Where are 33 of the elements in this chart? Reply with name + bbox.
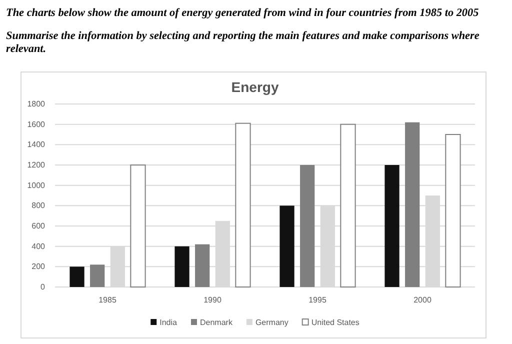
y-tick-label: 1800 (27, 100, 46, 109)
x-tick-label: 2000 (414, 296, 432, 305)
y-tick-label: 1000 (27, 180, 46, 190)
x-tick-label: 1985 (98, 296, 117, 305)
text: The charts below show the amount of energy generated from wind in four countries from 1985 to 2005 (6, 7, 480, 19)
legend-label: India (160, 318, 178, 327)
bar (445, 134, 461, 288)
y-tick-label: 1200 (27, 160, 46, 170)
y-tick-label: 600 (32, 222, 46, 231)
x-tick-label: 1995 (308, 296, 327, 305)
bar (130, 164, 146, 288)
bar (90, 264, 105, 287)
bar (235, 122, 251, 288)
bar (70, 266, 84, 287)
y-tick-label: 1600 (27, 120, 46, 129)
bar (174, 246, 190, 287)
y-tick-label: 1400 (27, 140, 46, 150)
bar (280, 206, 294, 287)
bar (195, 244, 210, 287)
y-tick-label: 400 (32, 242, 46, 251)
y-tick-label: 800 (32, 201, 46, 210)
x-tick-label: 1990 (204, 296, 222, 305)
chart-title: Energy (231, 79, 279, 95)
bar (405, 122, 420, 287)
y-tick-label: 0 (40, 282, 46, 292)
y-tick-label: 200 (32, 262, 46, 272)
text: Summarise the information by selecting and reporting the main features and make comparisons where relevant. (6, 30, 480, 55)
legend-label: Germany (255, 318, 288, 327)
legend-label: United States (311, 318, 360, 327)
bar (340, 124, 356, 288)
bar (300, 165, 315, 287)
legend-label: Denmark (200, 318, 234, 327)
bar (384, 165, 400, 287)
